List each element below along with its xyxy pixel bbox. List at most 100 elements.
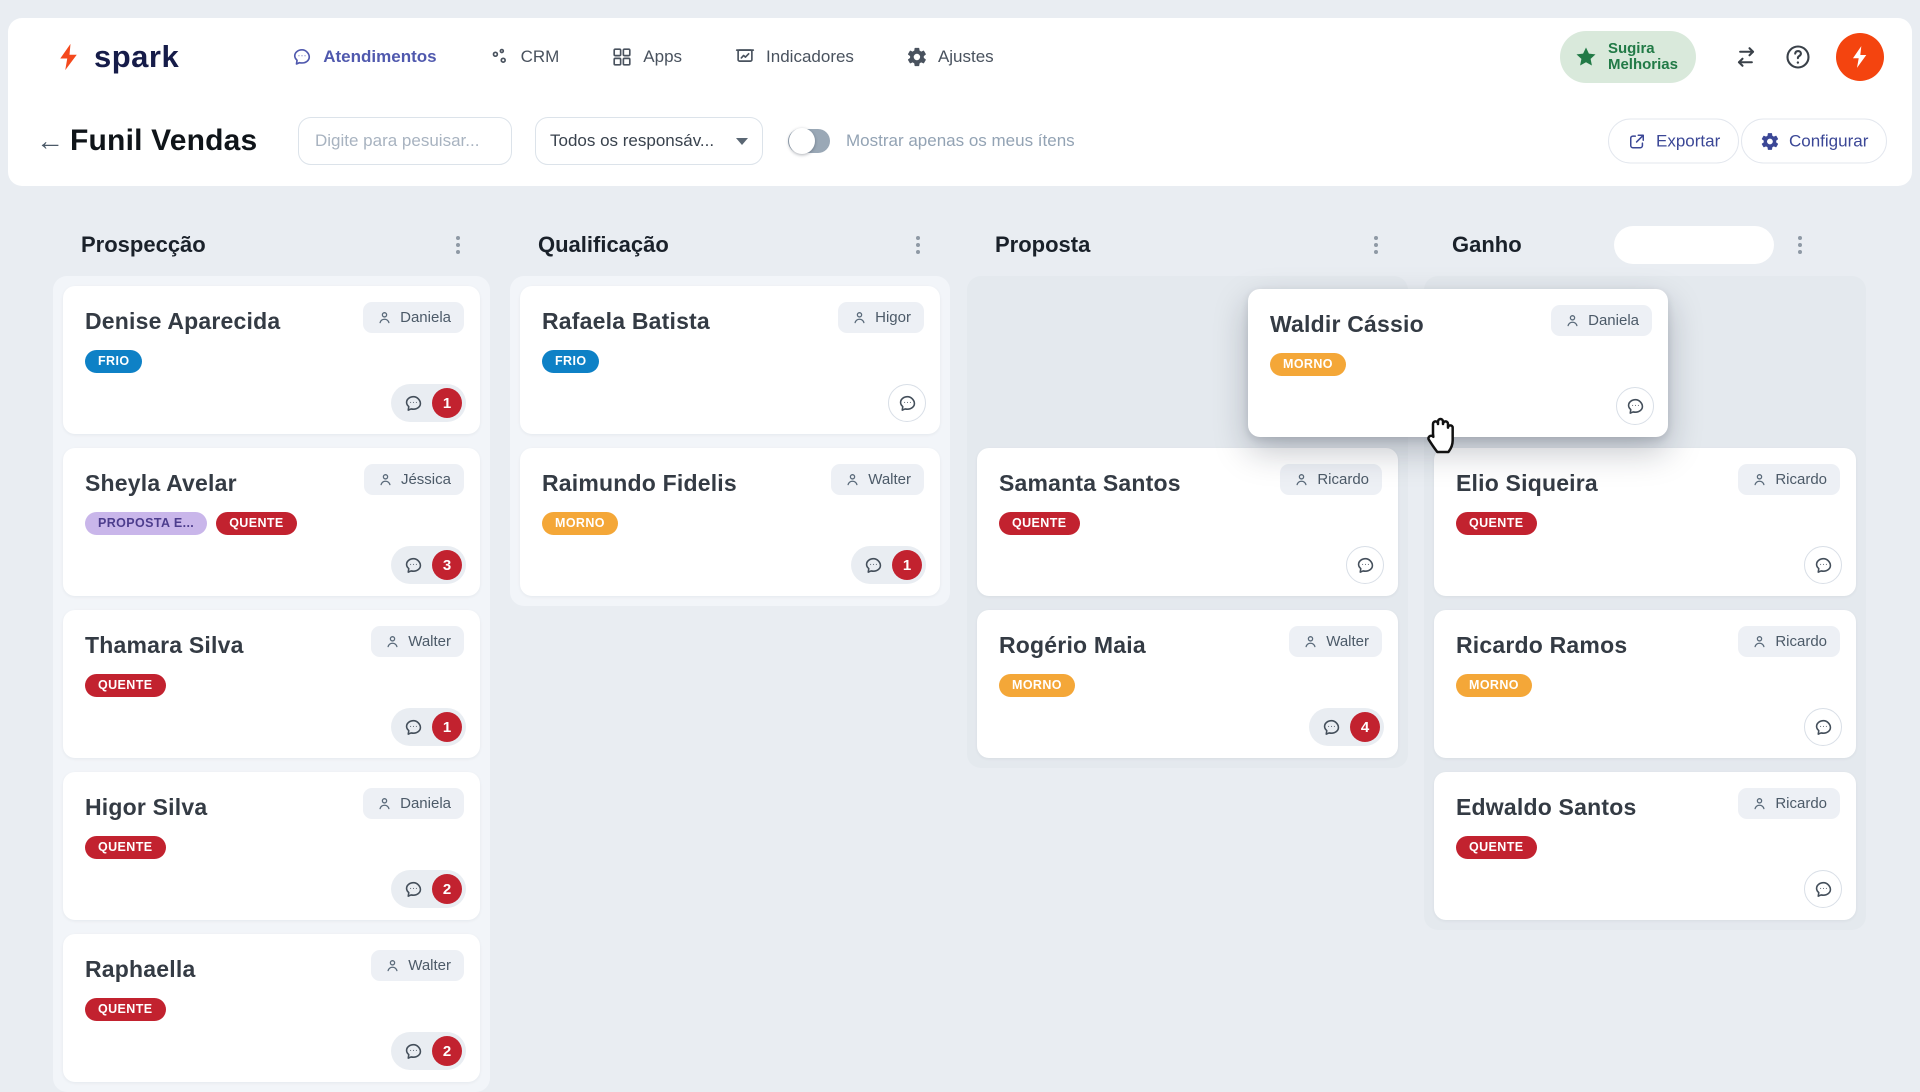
back-arrow-icon[interactable]: ←: [36, 125, 64, 156]
chat-indicator[interactable]: 2: [391, 870, 466, 908]
kanban-card[interactable]: Thamara Silva Walter QUENTE 1: [63, 610, 480, 758]
only-my-items-toggle[interactable]: [788, 128, 830, 154]
kanban-card[interactable]: Rafaela Batista Higor FRIO: [520, 286, 940, 434]
export-button[interactable]: Exportar: [1608, 118, 1740, 164]
badge-row: FRIO: [85, 350, 458, 373]
chat-indicator[interactable]: 4: [1309, 708, 1384, 746]
person-icon: [1296, 474, 1307, 486]
chat-indicator[interactable]: [1804, 708, 1842, 746]
person-icon: [1567, 315, 1578, 327]
chat-indicator[interactable]: 2: [391, 1032, 466, 1070]
badge-row: QUENTE: [85, 998, 458, 1021]
configure-button[interactable]: Configurar: [1741, 118, 1888, 164]
help-icon[interactable]: [1784, 43, 1812, 71]
status-badge-morno: MORNO: [999, 674, 1075, 697]
badge-row: QUENTE: [1456, 836, 1834, 859]
status-badge-quente: QUENTE: [999, 512, 1080, 535]
column-header: Proposta: [967, 220, 1408, 270]
chat-bubble-icon: [1815, 881, 1831, 897]
nav-right-cluster: Sugira Melhorias: [1559, 31, 1884, 83]
kanban-card[interactable]: Higor Silva Daniela QUENTE 2: [63, 772, 480, 920]
assignee-name: Walter: [1326, 633, 1369, 650]
person-icon: [1754, 798, 1765, 810]
kanban-card[interactable]: Samanta Santos Ricardo QUENTE: [977, 448, 1398, 596]
unread-count-badge: 1: [892, 550, 922, 580]
chat-indicator[interactable]: 1: [391, 384, 466, 422]
assignee-chip: Walter: [371, 950, 464, 981]
swap-arrows-icon[interactable]: [1732, 43, 1760, 71]
kanban-card[interactable]: Denise Aparecida Daniela FRIO 1: [63, 286, 480, 434]
chat-bubble-icon: [405, 881, 422, 897]
status-badge-frio: FRIO: [85, 350, 143, 373]
kanban-card[interactable]: Sheyla Avelar Jéssica PROPOSTA E... QUENTE 3: [63, 448, 480, 596]
chat-bubble-icon: [899, 395, 915, 411]
suggest-improvements-button[interactable]: Sugira Melhorias: [1559, 31, 1696, 83]
column-card-list: Rafaela Batista Higor FRIO Raimundo Fidelis…: [510, 276, 950, 606]
column-menu-kebab-icon[interactable]: [912, 232, 924, 258]
kanban-column-proposta: Proposta Samanta Santos Ricardo QUENTE Rogér…: [967, 220, 1408, 768]
status-badge-proposta: PROPOSTA E...: [85, 512, 208, 535]
chat-indicator[interactable]: [1616, 387, 1654, 425]
chat-bubble-icon: [1815, 719, 1831, 735]
funnel-toolbar: ← Funil Vendas Todos os responsáv... Mos…: [8, 96, 1912, 186]
kanban-card[interactable]: Ricardo Ramos Ricardo MORNO: [1434, 610, 1856, 758]
dragged-card[interactable]: Waldir Cássio Daniela MORNO: [1248, 289, 1668, 437]
assignee-chip: Walter: [371, 626, 464, 657]
kanban-card[interactable]: Edwaldo Santos Ricardo QUENTE: [1434, 772, 1856, 920]
nav-item-indicadores[interactable]: Indicadores: [734, 46, 854, 68]
export-icon: [1630, 134, 1644, 148]
chat-indicator[interactable]: [1804, 546, 1842, 584]
column-title: Prospecção: [81, 232, 206, 257]
kanban-card[interactable]: Raphaella Walter QUENTE 2: [63, 934, 480, 1082]
chat-indicator[interactable]: 1: [391, 708, 466, 746]
nav-item-crm[interactable]: CRM: [489, 46, 559, 68]
page-title: Funil Vendas: [70, 124, 258, 157]
assignee-name: Daniela: [400, 795, 451, 812]
assignee-name: Walter: [408, 633, 451, 650]
search-input[interactable]: [298, 117, 512, 165]
account-avatar[interactable]: [1836, 33, 1884, 81]
person-icon: [1754, 636, 1765, 648]
nav-item-apps[interactable]: Apps: [611, 46, 682, 68]
badge-row: QUENTE: [1456, 512, 1834, 535]
column-menu-kebab-icon[interactable]: [452, 232, 464, 258]
column-title: Proposta: [995, 232, 1091, 257]
badge-row: MORNO: [1456, 674, 1834, 697]
column-menu-kebab-icon[interactable]: [1794, 232, 1806, 258]
nav-item-atendimentos[interactable]: Atendimentos: [291, 46, 437, 68]
chat-indicator[interactable]: [1804, 870, 1842, 908]
assignee-name: Walter: [868, 471, 911, 488]
chat-indicator[interactable]: [1346, 546, 1384, 584]
badge-row: QUENTE: [85, 836, 458, 859]
column-menu-kebab-icon[interactable]: [1370, 232, 1382, 258]
configure-label: Configurar: [1789, 131, 1869, 150]
card-title: Raphaella: [85, 956, 196, 982]
unread-count-badge: 2: [432, 1036, 462, 1066]
owner-filter-select[interactable]: Todos os responsáv...: [535, 117, 763, 165]
chat-indicator[interactable]: [888, 384, 926, 422]
badge-row: QUENTE: [85, 674, 458, 697]
kanban-card[interactable]: Rogério Maia Walter MORNO 4: [977, 610, 1398, 758]
card-title: Thamara Silva: [85, 632, 244, 658]
kanban-card[interactable]: Raimundo Fidelis Walter MORNO 1: [520, 448, 940, 596]
assignee-chip: Ricardo: [1280, 464, 1382, 495]
kanban-card[interactable]: Elio Siqueira Ricardo QUENTE: [1434, 448, 1856, 596]
unread-count-badge: 3: [432, 550, 462, 580]
suggest-line2: Melhorias: [1607, 56, 1678, 73]
assignee-name: Ricardo: [1775, 795, 1827, 812]
kanban-column-prospeccao: Prospecção Denise Aparecida Daniela FRIO 1 Sh…: [53, 220, 490, 1092]
person-icon: [847, 474, 858, 486]
nav-item-ajustes[interactable]: Ajustes: [906, 46, 994, 68]
assignee-name: Jéssica: [400, 471, 451, 488]
status-badge-quente: QUENTE: [1456, 512, 1537, 535]
chat-indicator[interactable]: 1: [851, 546, 926, 584]
column-title: Qualificação: [538, 232, 669, 257]
chat-icon: [294, 49, 311, 65]
grid-icon: [613, 48, 631, 66]
chat-indicator[interactable]: 3: [391, 546, 466, 584]
card-title: Ricardo Ramos: [1456, 632, 1628, 658]
chevron-down-icon: [736, 137, 748, 145]
gear-icon: [907, 47, 926, 67]
chat-bubble-icon: [405, 1043, 422, 1059]
brand[interactable]: spark: [54, 39, 179, 75]
